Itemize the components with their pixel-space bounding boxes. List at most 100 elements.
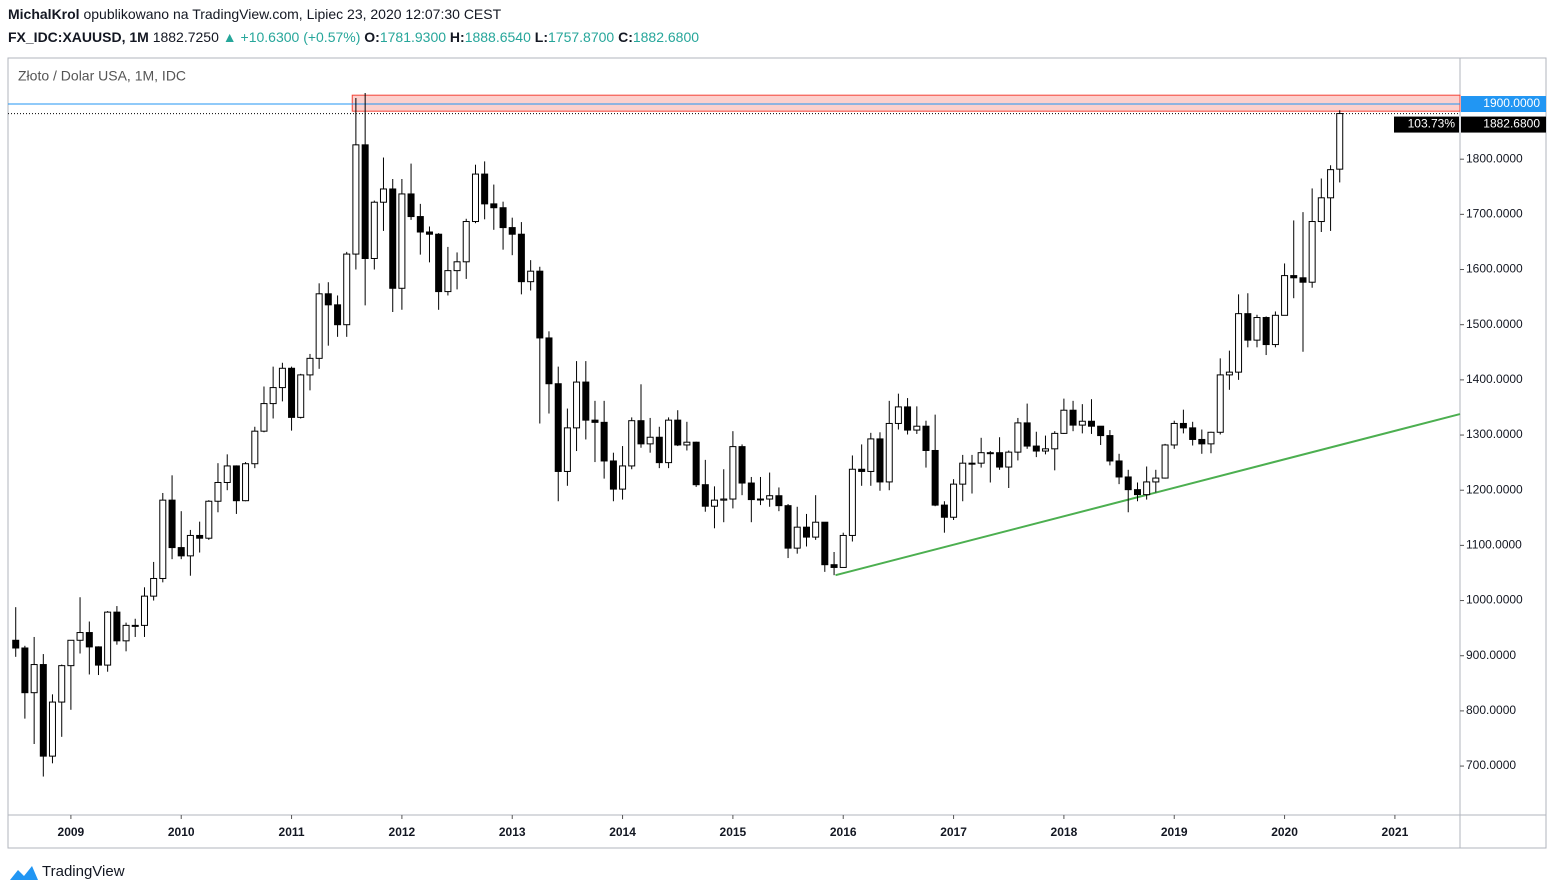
candle-body (802, 526, 810, 538)
candle-body (1262, 317, 1270, 346)
candle-body (30, 664, 38, 694)
candle-body (894, 406, 902, 424)
ohlc-value: 1781.9300 (379, 29, 447, 45)
header-line2: FX_IDC:XAUUSD, 1M 1882.7250 ▲ +10.6300 (… (8, 29, 699, 45)
candle-body (425, 231, 433, 235)
candle-body (701, 484, 709, 507)
x-tick-label: 2016 (830, 825, 857, 839)
published: opublikowano na TradingView.com, Lipiec … (83, 6, 502, 22)
candle-body (1281, 275, 1289, 316)
candle-body (573, 381, 581, 429)
candle-body (517, 233, 525, 283)
candle-body (527, 270, 535, 283)
x-tick-label: 2019 (1161, 825, 1188, 839)
candle-body (996, 452, 1004, 468)
y-tick-label: 700.0000 (1466, 758, 1516, 772)
candle-body (435, 233, 443, 293)
candle-body (104, 611, 112, 666)
ohlc-value: 1757.8700 (548, 29, 615, 45)
x-tick-label: 2018 (1051, 825, 1078, 839)
candle-body (756, 498, 764, 501)
candle-body (389, 188, 397, 289)
candle-body (1179, 422, 1187, 429)
candle-body (793, 526, 801, 549)
candle-body (140, 595, 148, 626)
candle-body (766, 495, 774, 500)
candle-body (471, 173, 479, 223)
candle-body (1299, 277, 1307, 283)
candle-body (959, 462, 967, 485)
x-tick-label: 2015 (720, 825, 747, 839)
candle-body (508, 227, 516, 235)
candle-body (39, 664, 47, 757)
y-tick-label: 1700.0000 (1466, 207, 1523, 221)
candle-body (1023, 422, 1031, 447)
candle-body (1207, 431, 1215, 445)
y-tick-label: 900.0000 (1466, 648, 1516, 662)
candle-body (85, 632, 93, 648)
candle-body (12, 639, 20, 649)
candle-body (1235, 313, 1243, 373)
change-arrow: ▲ (222, 29, 237, 45)
candle-body (637, 420, 645, 445)
candle-body (1161, 444, 1169, 479)
change: +10.6300 (+0.57%) (240, 29, 361, 45)
candle-body (1005, 451, 1013, 468)
candle-body (297, 374, 305, 418)
candle-body (1115, 460, 1123, 478)
candle-body (738, 446, 746, 484)
candle-body (1143, 481, 1151, 496)
x-tick-label: 2014 (609, 825, 636, 839)
author: MichalKrol (8, 6, 80, 22)
candle-body (775, 495, 783, 507)
header-line1: MichalKrol opublikowano na TradingView.c… (8, 6, 501, 22)
candle-body (288, 367, 296, 418)
candle-body (1253, 317, 1261, 341)
candle-body (58, 665, 66, 703)
candle-body (867, 438, 875, 472)
candle-body (922, 425, 930, 451)
candle-body (1198, 438, 1206, 445)
resistance-zone (351, 94, 1461, 112)
candle-body (591, 419, 599, 423)
candle-body (609, 460, 617, 490)
candle-body (490, 203, 498, 209)
y-tick-label: 1300.0000 (1466, 427, 1523, 441)
candle-body (370, 201, 378, 259)
ohlc-value: 1888.6540 (464, 29, 531, 45)
candle-body (242, 463, 250, 502)
candle-body (1336, 113, 1344, 170)
candle-body (931, 449, 939, 506)
candle-body (812, 521, 820, 538)
candle-body (159, 499, 167, 579)
candle-body (1087, 420, 1095, 427)
candle-body (747, 482, 755, 501)
candle-body (600, 421, 608, 462)
symbol: FX_IDC:XAUUSD, 1M (8, 29, 149, 45)
candle-body (858, 468, 866, 472)
chart-frame (7, 57, 1547, 849)
candle-body (1290, 275, 1298, 279)
candle-body (131, 624, 139, 627)
price: 1882.7250 (152, 29, 219, 45)
candle-body (1014, 422, 1022, 453)
ohlc: O:1781.9300 H:1888.6540 L:1757.8700 C:18… (364, 29, 699, 45)
candle-body (968, 462, 976, 465)
x-tick-label: 2011 (279, 825, 305, 839)
candle-body (334, 304, 342, 326)
candle-body (1041, 448, 1049, 452)
candle-body (646, 436, 654, 445)
candle-body (1060, 409, 1068, 434)
y-tick-label: 1600.0000 (1466, 262, 1523, 276)
x-tick-label: 2009 (58, 825, 85, 839)
candle-body (554, 383, 562, 472)
candle-body (1271, 314, 1279, 346)
candle-body (462, 221, 470, 263)
x-tick-label: 2020 (1271, 825, 1298, 839)
candle-body (940, 504, 948, 518)
candle-body (416, 216, 424, 233)
candle-body (214, 481, 222, 502)
candle-body (398, 193, 406, 289)
candle-body (150, 577, 158, 597)
